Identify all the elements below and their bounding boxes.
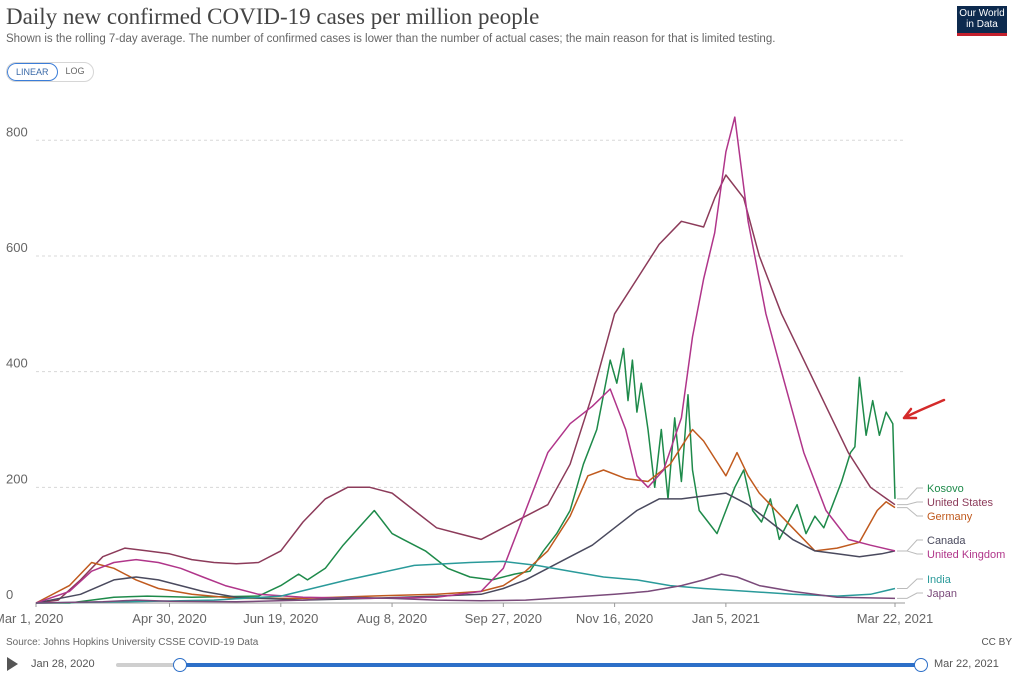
series-label-japan[interactable]: Japan: [927, 588, 957, 600]
log-scale-button[interactable]: LOG: [65, 66, 85, 76]
series-line-kosovo[interactable]: [36, 347, 896, 604]
series-label-canada[interactable]: Canada: [927, 535, 966, 547]
series-line-germany[interactable]: [35, 428, 896, 604]
x-tick-label: Jan 5, 2021: [692, 611, 760, 626]
series-line-united-kingdom[interactable]: [35, 116, 896, 604]
y-tick-label: 200: [6, 471, 28, 486]
series-line-india[interactable]: [35, 560, 896, 604]
y-tick-label: 400: [6, 356, 28, 371]
timeline-end-label: Mar 22, 2021: [934, 658, 999, 670]
chart-subtitle: Shown is the rolling 7-day average. The …: [6, 33, 776, 45]
y-tick-label: 0: [6, 587, 13, 602]
license-link[interactable]: CC BY: [981, 637, 1012, 648]
y-tick-label: 800: [6, 124, 28, 139]
x-tick-label: Mar 1, 2020: [0, 611, 63, 626]
timeline-start-handle[interactable]: [172, 658, 187, 672]
timeline-start-label: Jan 28, 2020: [31, 658, 95, 670]
label-connector: [897, 578, 923, 590]
x-tick-label: Apr 30, 2020: [132, 611, 206, 626]
x-tick-label: Sep 27, 2020: [465, 611, 542, 626]
series-label-united-states[interactable]: United States: [927, 497, 994, 509]
timeline: Jan 28, 2020 Mar 22, 2021: [0, 652, 1024, 676]
label-connector: [897, 507, 923, 517]
x-tick-label: Mar 22, 2021: [857, 611, 934, 626]
x-tick-label: Jun 19, 2020: [243, 611, 318, 626]
label-connector: [897, 539, 923, 552]
series-label-india[interactable]: India: [927, 574, 952, 586]
logo-line-2: in Data: [966, 19, 998, 30]
x-tick-label: Nov 16, 2020: [576, 611, 653, 626]
source-note: Source: Johns Hopkins University CSSE CO…: [6, 637, 259, 648]
owid-logo[interactable]: Our World in Data: [957, 6, 1007, 36]
red-arrow-icon: [902, 398, 946, 420]
label-connector: [897, 550, 923, 555]
y-tick-label: 600: [6, 240, 28, 255]
linear-scale-button[interactable]: LINEAR: [7, 63, 58, 81]
label-connector: [897, 487, 923, 500]
label-connector: [897, 501, 923, 506]
series-label-kosovo[interactable]: Kosovo: [927, 483, 964, 495]
timeline-selection: [178, 663, 920, 667]
timeline-end-handle[interactable]: [914, 658, 928, 672]
series-line-canada[interactable]: [35, 492, 896, 604]
series-label-united-kingdom[interactable]: United Kingdom: [927, 549, 1005, 561]
series-line-japan[interactable]: [35, 573, 896, 604]
scale-toggle[interactable]: LINEAR LOG: [6, 62, 94, 82]
logo-line-1: Our World: [959, 8, 1005, 19]
chart-title: Daily new confirmed COVID-19 cases per m…: [6, 4, 540, 29]
label-connector: [897, 592, 923, 599]
series-line-united-states[interactable]: [35, 174, 896, 604]
series-label-germany[interactable]: Germany: [927, 511, 973, 523]
x-tick-label: Aug 8, 2020: [357, 611, 427, 626]
line-chart[interactable]: 0 200 400 600 800 Mar 1, 2020 Apr 30, 2020 Jun …: [0, 80, 1024, 630]
play-icon[interactable]: [7, 657, 18, 671]
